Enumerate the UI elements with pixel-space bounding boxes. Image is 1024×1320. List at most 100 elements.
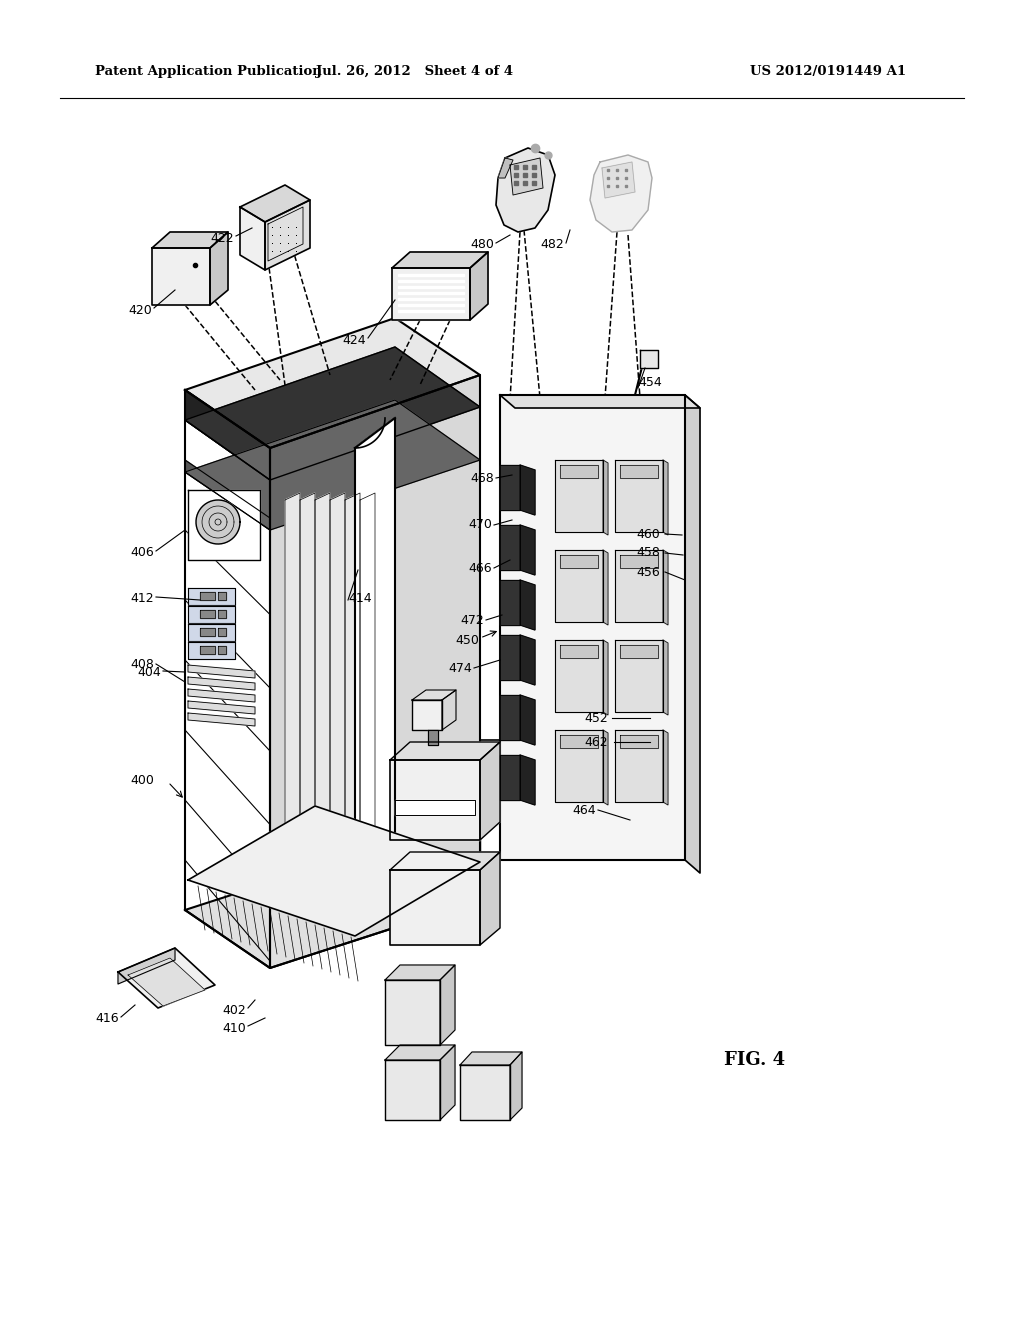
Polygon shape [615,550,663,622]
Polygon shape [555,550,603,622]
Polygon shape [185,389,270,480]
Text: Jul. 26, 2012   Sheet 4 of 4: Jul. 26, 2012 Sheet 4 of 4 [316,66,514,78]
Polygon shape [240,207,265,271]
Text: 402: 402 [222,1003,246,1016]
Text: 458: 458 [636,546,660,560]
Text: 420: 420 [128,304,152,317]
Polygon shape [395,800,475,814]
Polygon shape [185,842,480,968]
Polygon shape [663,459,668,535]
Polygon shape [685,395,700,873]
Polygon shape [520,579,535,630]
Text: 460: 460 [636,528,660,540]
Polygon shape [440,1045,455,1119]
Polygon shape [555,459,603,532]
Polygon shape [185,347,480,480]
Polygon shape [603,550,608,624]
Polygon shape [210,232,228,305]
Polygon shape [498,158,513,178]
Text: 422: 422 [210,231,233,244]
Polygon shape [385,1045,455,1060]
Polygon shape [663,550,668,624]
Polygon shape [285,492,300,876]
Polygon shape [188,665,255,678]
Polygon shape [500,395,700,408]
Text: FIG. 4: FIG. 4 [724,1051,785,1069]
Polygon shape [412,700,442,730]
Polygon shape [398,280,464,282]
Polygon shape [218,645,226,653]
Polygon shape [500,395,685,861]
Polygon shape [398,304,464,306]
Polygon shape [620,554,658,568]
Text: 462: 462 [585,735,608,748]
Polygon shape [200,645,215,653]
Polygon shape [560,645,598,657]
Polygon shape [390,760,480,840]
Polygon shape [510,158,543,195]
Polygon shape [300,492,315,876]
Polygon shape [188,677,255,690]
Polygon shape [603,730,608,805]
Text: 406: 406 [130,545,154,558]
Text: 470: 470 [468,519,492,532]
Polygon shape [510,1052,522,1119]
Text: 452: 452 [585,711,608,725]
Polygon shape [555,730,603,803]
Text: 408: 408 [130,659,154,672]
Text: 454: 454 [638,375,662,388]
Polygon shape [500,525,520,570]
Polygon shape [560,465,598,478]
Polygon shape [200,610,215,618]
Polygon shape [398,310,464,312]
Polygon shape [398,298,464,300]
Polygon shape [218,610,226,618]
Text: US 2012/0191449 A1: US 2012/0191449 A1 [750,66,906,78]
Polygon shape [345,492,360,876]
Polygon shape [355,418,395,931]
Polygon shape [188,689,255,702]
Polygon shape [640,350,658,368]
Text: 464: 464 [572,804,596,817]
Polygon shape [188,624,234,642]
Polygon shape [118,948,175,983]
Polygon shape [500,579,520,624]
Polygon shape [200,628,215,636]
Polygon shape [390,851,500,870]
Text: 400: 400 [130,774,154,787]
Polygon shape [188,642,234,659]
Polygon shape [200,591,215,601]
Text: 482: 482 [540,239,564,252]
Polygon shape [615,459,663,532]
Polygon shape [620,645,658,657]
Polygon shape [185,459,270,531]
Polygon shape [385,979,440,1045]
Polygon shape [663,640,668,715]
Polygon shape [385,965,455,979]
Text: 474: 474 [449,661,472,675]
Polygon shape [185,400,480,531]
Polygon shape [188,701,255,714]
Text: 450: 450 [455,634,479,647]
Text: 410: 410 [222,1022,246,1035]
Polygon shape [615,730,663,803]
Polygon shape [603,640,608,715]
Polygon shape [412,690,456,700]
Polygon shape [500,465,520,510]
Polygon shape [520,465,535,515]
Polygon shape [398,275,464,276]
Text: 412: 412 [130,591,154,605]
Polygon shape [460,1052,522,1065]
Polygon shape [520,696,535,744]
Polygon shape [520,755,535,805]
Polygon shape [152,232,228,248]
Polygon shape [520,635,535,685]
Polygon shape [188,587,234,605]
Polygon shape [520,525,535,576]
Polygon shape [440,965,455,1045]
Polygon shape [270,375,480,968]
Polygon shape [185,318,480,447]
Polygon shape [442,690,456,730]
Polygon shape [555,640,603,711]
Polygon shape [560,735,598,748]
